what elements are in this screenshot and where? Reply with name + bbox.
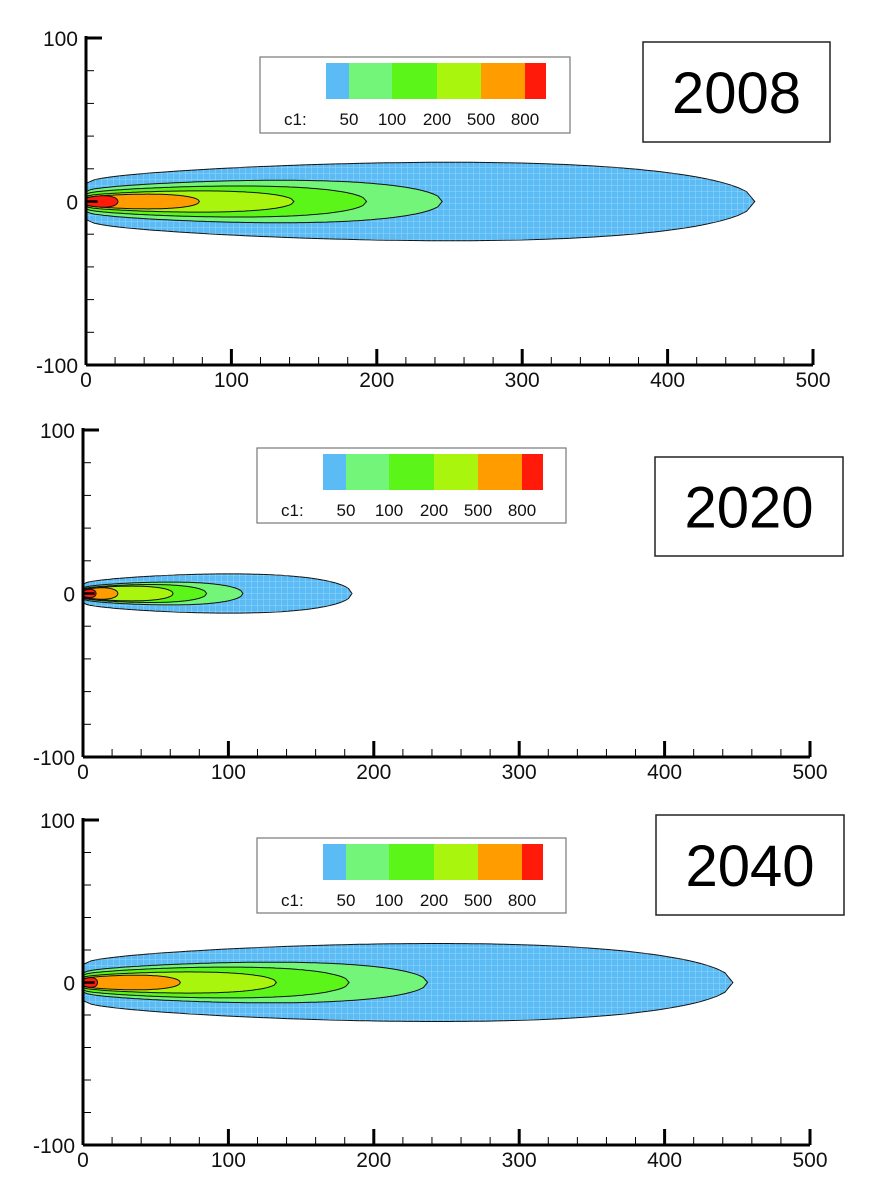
- x-tick-label: 100: [211, 1149, 246, 1172]
- y-tick-label: -100: [36, 355, 78, 378]
- title-box: [642, 41, 831, 143]
- legend-variable: c1:: [284, 110, 307, 129]
- legend-variable: c1:: [281, 891, 304, 910]
- legend-swatch: [434, 844, 478, 880]
- legend-level-label: 200: [423, 110, 451, 129]
- legend-swatch: [323, 844, 346, 880]
- x-tick-label: 200: [356, 761, 391, 784]
- legend: c1: 50 100 200 500 800: [259, 56, 571, 134]
- x-tick-label: 300: [502, 761, 537, 784]
- legend-swatch: [392, 63, 437, 99]
- legend: c1: 50 100 200 500 800: [256, 837, 567, 914]
- x-tick-label: 200: [359, 369, 394, 392]
- legend-level-label: 50: [337, 891, 356, 910]
- title-box: [654, 456, 844, 557]
- legend-swatch: [434, 454, 478, 490]
- contour-region: [85, 195, 119, 208]
- legend-swatch: [349, 63, 392, 99]
- panel-title: 2008: [672, 61, 801, 126]
- legend-swatch: [481, 63, 525, 99]
- legend-level-label: 100: [378, 110, 406, 129]
- x-tick-label: 400: [647, 1149, 682, 1172]
- x-tick-label: 0: [80, 369, 92, 392]
- y-tick-label: 100: [43, 28, 78, 51]
- legend-swatch: [478, 454, 522, 490]
- legend-level-label: 200: [420, 501, 448, 520]
- legend-level-label: 200: [420, 891, 448, 910]
- legend-level-label: 800: [511, 110, 539, 129]
- legend-level-label: 500: [467, 110, 495, 129]
- legend-level-label: 500: [464, 501, 492, 520]
- contour-region: [82, 974, 182, 991]
- y-tick-label: 0: [66, 192, 78, 215]
- legend-swatch: [346, 454, 389, 490]
- x-tick-label: 0: [77, 1149, 89, 1172]
- x-tick-label: 400: [650, 369, 685, 392]
- legend-swatch: [478, 844, 522, 880]
- panel-title: 2040: [685, 834, 814, 899]
- legend-swatch: [323, 454, 346, 490]
- legend-swatch: [522, 844, 543, 880]
- legend-swatch: [437, 63, 481, 99]
- legend-level-label: 500: [464, 891, 492, 910]
- legend-level-label: 800: [508, 501, 536, 520]
- x-tick-label: 300: [505, 369, 540, 392]
- legend-level-label: 50: [340, 110, 359, 129]
- legend-level-label: 800: [508, 891, 536, 910]
- y-tick-label: -100: [33, 747, 75, 770]
- legend-swatch: [389, 454, 434, 490]
- y-tick-label: 0: [63, 584, 75, 607]
- x-tick-label: 0: [77, 761, 89, 784]
- legend-variable: c1:: [281, 501, 304, 520]
- x-tick-label: 300: [502, 1149, 537, 1172]
- x-tick-label: 500: [792, 761, 827, 784]
- legend-level-label: 50: [337, 501, 356, 520]
- x-tick-label: 400: [647, 761, 682, 784]
- x-tick-label: 200: [356, 1149, 391, 1172]
- legend-swatch: [346, 844, 389, 880]
- x-tick-label: 100: [214, 369, 249, 392]
- panel-title: 2020: [684, 476, 813, 541]
- legend-swatch: [326, 63, 349, 99]
- x-tick-label: 100: [211, 761, 246, 784]
- legend-swatch: [389, 844, 434, 880]
- y-tick-label: 0: [63, 973, 75, 996]
- legend-level-label: 100: [375, 891, 403, 910]
- y-tick-label: 100: [40, 810, 75, 833]
- x-tick-label: 500: [795, 369, 830, 392]
- legend-swatch: [522, 454, 543, 490]
- legend: c1: 50 100 200 500 800: [256, 447, 567, 524]
- legend-level-label: 100: [375, 501, 403, 520]
- title-box: [655, 814, 845, 916]
- y-tick-label: -100: [33, 1135, 75, 1158]
- y-tick-label: 100: [40, 420, 75, 443]
- x-tick-label: 500: [792, 1149, 827, 1172]
- legend-swatch: [525, 63, 546, 99]
